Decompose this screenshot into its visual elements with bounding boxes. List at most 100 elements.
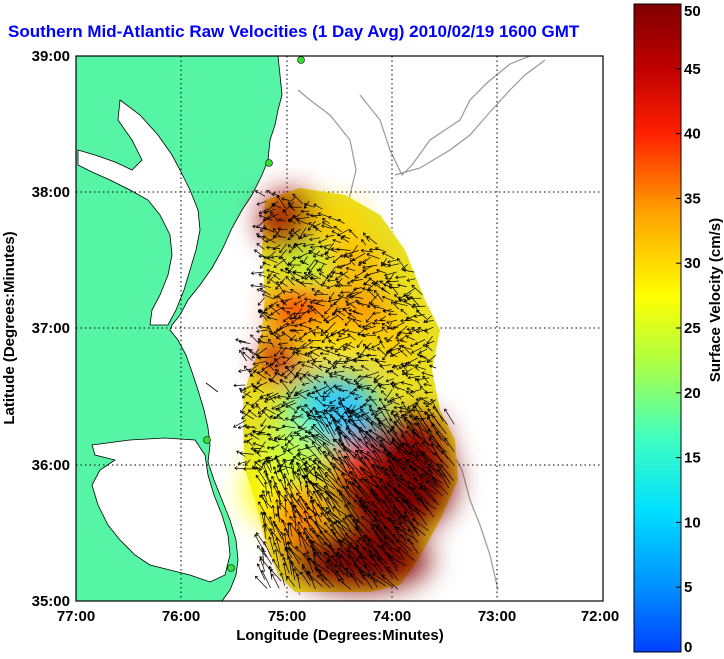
- velocity-vector-head: [365, 430, 367, 435]
- velocity-vector-head: [297, 462, 301, 465]
- velocity-vector: [274, 331, 281, 337]
- velocity-vector-head: [353, 499, 356, 503]
- velocity-vector-head: [337, 331, 341, 333]
- velocity-vector: [369, 429, 391, 446]
- velocity-vector-head: [376, 525, 380, 527]
- velocity-vector: [313, 203, 323, 210]
- velocity-vector-head: [277, 295, 281, 297]
- velocity-vector: [342, 235, 351, 240]
- velocity-vector: [365, 431, 378, 447]
- velocity-vector-head: [331, 247, 335, 250]
- velocity-vector: [287, 310, 294, 320]
- velocity-vector: [264, 371, 272, 377]
- velocity-vector-head: [370, 490, 374, 492]
- velocity-vector-head: [366, 355, 369, 358]
- velocity-vector: [406, 278, 416, 282]
- velocity-vector-head: [323, 542, 327, 544]
- velocity-vector-head: [387, 399, 389, 403]
- velocity-vector-head: [285, 417, 289, 419]
- velocity-vector-head: [345, 532, 349, 535]
- velocity-vector: [374, 510, 393, 524]
- velocity-vector: [396, 459, 414, 477]
- velocity-vector: [444, 408, 455, 425]
- velocity-vector-head: [284, 365, 289, 368]
- velocity-vector-head: [325, 471, 329, 474]
- velocity-vector: [407, 297, 422, 300]
- velocity-vector-head: [386, 341, 390, 343]
- velocity-vector-head: [393, 506, 397, 508]
- velocity-vector: [287, 244, 294, 250]
- velocity-vector-head: [374, 416, 376, 420]
- velocity-vector: [290, 462, 295, 480]
- velocity-vector-head: [405, 431, 407, 435]
- velocity-vector: [392, 321, 405, 329]
- velocity-vector-head: [437, 444, 441, 447]
- velocity-vector: [338, 439, 356, 460]
- velocity-vector: [343, 447, 364, 464]
- velocity-vector-head: [373, 519, 377, 521]
- velocity-vector-head: [396, 412, 399, 416]
- velocity-vector-head: [412, 404, 415, 408]
- velocity-vector-head: [299, 324, 302, 328]
- velocity-vector-head: [334, 521, 338, 524]
- velocity-vector-head: [269, 516, 273, 519]
- velocity-vector-head: [243, 365, 246, 369]
- velocity-vector: [327, 493, 342, 516]
- velocity-vector-head: [414, 341, 417, 345]
- velocity-vector-head: [324, 454, 328, 457]
- velocity-vector: [331, 555, 345, 576]
- velocity-vector-head: [399, 411, 403, 414]
- velocity-vector-head: [315, 374, 319, 377]
- velocity-vector: [315, 227, 322, 233]
- velocity-vector-head: [308, 417, 311, 421]
- velocity-vector-head: [330, 303, 332, 307]
- colorbar-label: Surface Velocity (cm/s): [707, 218, 724, 382]
- velocity-vector-head: [367, 306, 371, 309]
- velocity-vector: [239, 452, 254, 455]
- velocity-vector-head: [273, 353, 276, 357]
- velocity-vector-head: [413, 303, 417, 306]
- velocity-vector-head: [359, 466, 363, 468]
- velocity-vector-head: [365, 398, 369, 401]
- velocity-vector: [256, 441, 266, 454]
- velocity-vector-head: [444, 437, 448, 440]
- velocity-vector: [317, 575, 331, 589]
- velocity-vector: [322, 218, 330, 224]
- velocity-vector-head: [348, 313, 351, 317]
- velocity-vector-head: [250, 285, 254, 288]
- velocity-vector-head: [259, 310, 262, 314]
- velocity-vector: [341, 415, 351, 433]
- velocity-vector-head: [256, 233, 260, 235]
- velocity-vector: [296, 573, 301, 589]
- velocity-vector-head: [354, 389, 358, 392]
- velocity-vector-head: [302, 245, 307, 248]
- velocity-vector-head: [243, 386, 246, 390]
- velocity-vector: [308, 222, 317, 229]
- velocity-vector-head: [237, 425, 241, 429]
- velocity-vector: [334, 438, 345, 452]
- velocity-vector-head: [284, 377, 288, 380]
- velocity-vector-head: [313, 551, 315, 555]
- velocity-vector: [337, 354, 352, 359]
- velocity-vector-head: [353, 357, 357, 361]
- velocity-vector-head: [406, 328, 410, 332]
- velocity-vector-head: [278, 342, 281, 345]
- velocity-vector-head: [291, 504, 294, 508]
- velocity-vector: [421, 441, 436, 456]
- velocity-vector-head: [315, 568, 319, 570]
- velocity-vector: [424, 487, 440, 506]
- velocity-vector-head: [311, 276, 315, 278]
- velocity-vector-head: [355, 544, 359, 548]
- velocity-vector-head: [288, 249, 290, 253]
- velocity-vector-head: [408, 415, 412, 419]
- velocity-vector-head: [385, 454, 388, 457]
- velocity-vector: [297, 462, 307, 477]
- velocity-vector-head: [312, 499, 315, 503]
- velocity-vector-head: [355, 380, 358, 384]
- velocity-vector-head: [304, 272, 308, 274]
- velocity-vector-head: [303, 233, 306, 236]
- velocity-vector-head: [274, 372, 277, 376]
- velocity-vector-head: [421, 473, 423, 477]
- velocity-vector-head: [315, 434, 318, 438]
- velocity-vector-head: [406, 459, 409, 463]
